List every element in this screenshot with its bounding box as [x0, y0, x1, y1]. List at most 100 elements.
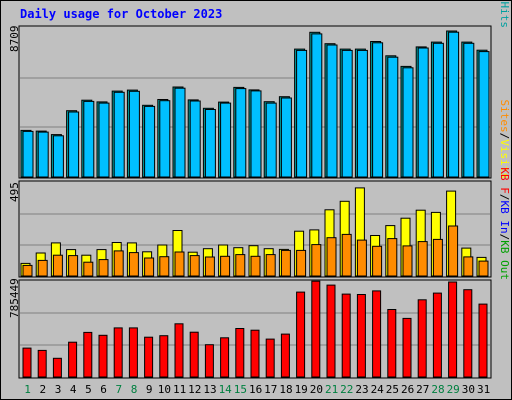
x-tick-label: 30: [462, 383, 475, 396]
bar-kb-f: [22, 347, 32, 378]
chart-title: Daily usage for October 2023: [20, 7, 222, 21]
x-tick-label: 28: [431, 383, 444, 396]
bars: [20, 187, 489, 277]
bar-kb-f: [98, 334, 108, 378]
x-tick-label: 26: [401, 383, 414, 396]
bar-files: [83, 100, 95, 178]
x-tick-label: 27: [416, 383, 429, 396]
bar-files: [341, 49, 353, 178]
bar-sites: [311, 244, 322, 277]
bar-kb-f: [387, 309, 397, 378]
bar-kb-f: [37, 349, 47, 378]
legend-entry: Visits: [498, 139, 511, 179]
bar-sites: [341, 233, 352, 277]
bar-sites: [265, 254, 276, 277]
x-tick-label: 6: [100, 383, 107, 396]
bar-files: [402, 67, 414, 178]
bar-kb-f: [432, 292, 442, 378]
bar-files: [265, 102, 277, 178]
bar-files: [68, 111, 80, 178]
bar-kb-f: [265, 338, 275, 378]
y-max-label: 8709: [8, 26, 21, 53]
x-tick-label: 5: [85, 383, 92, 396]
x-tick-label: 8: [131, 383, 138, 396]
legend-entry: /: [498, 0, 511, 2]
bar-files: [432, 42, 444, 178]
bar-kb-f: [296, 291, 306, 378]
bar-kb-f: [463, 289, 473, 378]
bar-files: [144, 105, 156, 178]
bar-sites: [250, 255, 261, 277]
bar-sites: [144, 257, 155, 277]
x-tick-label: 22: [340, 383, 353, 396]
bar-sites: [174, 251, 185, 277]
x-tick-label: 2: [39, 383, 46, 396]
bar-kb-f: [113, 327, 123, 378]
bar-files: [280, 97, 292, 178]
bar-files: [220, 102, 232, 178]
bar-sites: [204, 256, 215, 277]
x-tick-label: 23: [355, 383, 368, 396]
bar-files: [296, 49, 308, 178]
x-tick-label: 1: [24, 383, 31, 396]
bar-sites: [83, 261, 94, 277]
x-tick-label: 12: [188, 383, 201, 396]
bar-files: [250, 90, 262, 178]
bar-files: [159, 100, 171, 178]
bar-files: [37, 131, 49, 178]
legend: KB F/KB In/KB Out: [498, 167, 511, 280]
bar-files: [478, 51, 490, 178]
bar-sites: [159, 256, 170, 277]
bar-files: [311, 33, 323, 178]
bar-sites: [220, 255, 231, 277]
bar-files: [189, 100, 201, 178]
bar-sites: [296, 249, 307, 277]
legend-entry: /: [498, 234, 511, 241]
bar-sites: [463, 256, 474, 277]
x-tick-label: 29: [447, 383, 460, 396]
bar-sites: [68, 255, 79, 277]
x-tick-label: 15: [234, 383, 247, 396]
bar-kb-f: [189, 331, 199, 378]
bar-sites: [448, 225, 459, 277]
bar-sites: [189, 255, 200, 277]
bar-sites: [98, 259, 109, 277]
bar-kb-f: [174, 323, 184, 378]
bar-sites: [280, 249, 291, 277]
bar-kb-f: [478, 303, 488, 378]
x-tick-label: 31: [477, 383, 490, 396]
x-tick-label: 20: [310, 383, 323, 396]
x-tick-label: 10: [158, 383, 171, 396]
bar-files: [113, 91, 125, 178]
bar-kb-f: [448, 281, 458, 378]
bar-files: [387, 56, 399, 178]
legend-entry: KB F: [498, 167, 511, 194]
x-tick-label: 3: [55, 383, 62, 396]
bars: [22, 280, 488, 378]
x-tick-label: 16: [249, 383, 262, 396]
bar-kb-f: [220, 337, 230, 378]
bar-files: [235, 88, 247, 178]
x-tick-label: 4: [70, 383, 77, 396]
bar-kb-f: [159, 335, 169, 378]
bar-sites: [52, 254, 63, 277]
bar-kb-f: [356, 294, 366, 378]
legend-entry: /: [498, 194, 511, 201]
bar-kb-f: [204, 344, 214, 378]
bar-sites: [37, 259, 48, 277]
bar-sites: [372, 245, 383, 277]
x-tick-label: 9: [146, 383, 153, 396]
x-axis-day-labels: 1 2 3 4 5 6 7 8 9 10 11 12 13 14 15 16 17 18 19 20 21 22 23 24 2…: [24, 383, 490, 396]
bar-kb-f: [83, 331, 93, 378]
x-tick-label: 18: [279, 383, 292, 396]
bar-files: [326, 44, 338, 178]
x-tick-label: 21: [325, 383, 338, 396]
panel-sites-visits: 495 Sites/Visits: [8, 100, 511, 278]
bar-sites: [22, 264, 33, 277]
bar-sites: [478, 260, 489, 277]
bar-sites: [128, 252, 139, 277]
bar-sites: [326, 237, 337, 277]
x-tick-label: 13: [203, 383, 216, 396]
bar-files: [98, 102, 110, 178]
